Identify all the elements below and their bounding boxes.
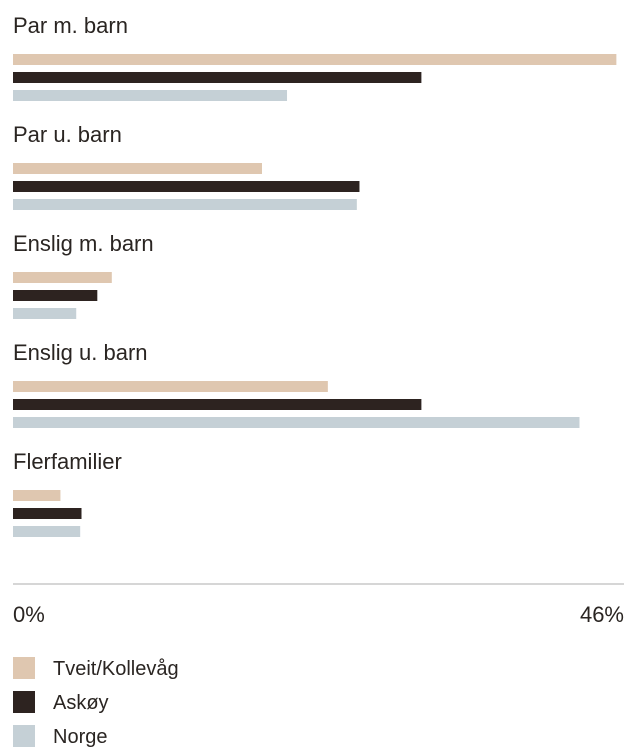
bar-enslig-u-barn-askoy	[13, 399, 422, 410]
category-label-par-u-barn: Par u. barn	[13, 122, 122, 147]
category-label-enslig-m-barn: Enslig m. barn	[13, 231, 154, 256]
bars-layer: Par m. barn Par u. barn Enslig m. barn Ensl…	[13, 13, 617, 537]
legend-label-norge: Norge	[53, 726, 107, 748]
bar-par-m-barn-norge	[13, 90, 288, 101]
legend-label-askoy: Askøy	[53, 692, 109, 714]
bar-par-m-barn-askoy	[13, 72, 422, 83]
bar-enslig-m-barn-askoy	[13, 290, 98, 301]
bar-par-m-barn-tveit-kollevag	[13, 54, 617, 65]
bar-enslig-m-barn-norge	[13, 308, 77, 319]
category-label-par-m-barn: Par m. barn	[13, 13, 128, 38]
bar-flerfamilier-askoy	[13, 508, 82, 519]
bar-flerfamilier-tveit-kollevag	[13, 490, 61, 501]
bar-enslig-u-barn-tveit-kollevag	[13, 381, 328, 392]
bar-par-u-barn-norge	[13, 199, 357, 210]
category-label-flerfamilier: Flerfamilier	[13, 449, 122, 474]
bar-enslig-u-barn-norge	[13, 417, 580, 428]
bar-par-u-barn-tveit-kollevag	[13, 163, 262, 174]
legend: Tveit/Kollevåg Askøy Norge	[13, 657, 179, 748]
category-label-enslig-u-barn: Enslig u. barn	[13, 340, 148, 365]
legend-label-tveit-kollevag: Tveit/Kollevåg	[53, 658, 179, 680]
x-tick-label-max: 46%	[580, 602, 624, 627]
bar-flerfamilier-norge	[13, 526, 81, 537]
legend-swatch-norge	[13, 725, 35, 747]
x-tick-label-min: 0%	[13, 602, 45, 627]
bar-enslig-m-barn-tveit-kollevag	[13, 272, 112, 283]
legend-swatch-askoy	[13, 691, 35, 713]
legend-swatch-tveit-kollevag	[13, 657, 35, 679]
bar-par-u-barn-askoy	[13, 181, 360, 192]
